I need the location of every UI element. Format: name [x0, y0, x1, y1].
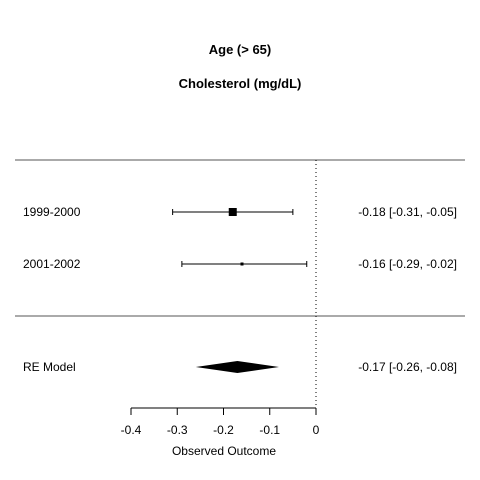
x-tick-label: -0.2	[213, 423, 234, 437]
summary-label: RE Model	[23, 360, 76, 374]
x-axis: -0.4 -0.3 -0.2 -0.1 0	[121, 407, 320, 437]
x-tick-label: 0	[313, 423, 320, 437]
study-point-estimate	[240, 262, 244, 266]
study-row-2: 2001-2002 -0.16 [-0.29, -0.02]	[23, 257, 457, 271]
x-tick-label: -0.3	[167, 423, 188, 437]
summary-estimate-text: -0.17 [-0.26, -0.08]	[358, 360, 457, 374]
x-tick-label: -0.1	[259, 423, 280, 437]
x-tick-label: -0.4	[121, 423, 142, 437]
study-row-1: 1999-2000 -0.18 [-0.31, -0.05]	[23, 205, 457, 219]
study-estimate-text: -0.18 [-0.31, -0.05]	[358, 205, 457, 219]
study-label: 1999-2000	[23, 205, 81, 219]
summary-row: RE Model -0.17 [-0.26, -0.08]	[23, 360, 457, 374]
chart-subtitle: Cholesterol (mg/dL)	[179, 76, 302, 91]
chart-title: Age (> 65)	[209, 42, 272, 57]
summary-diamond	[195, 361, 279, 373]
study-point-estimate	[228, 208, 237, 216]
x-axis-label: Observed Outcome	[172, 444, 276, 458]
study-rows: 1999-2000 -0.18 [-0.31, -0.05] 2001-2002 -0…	[23, 205, 457, 271]
study-estimate-text: -0.16 [-0.29, -0.02]	[358, 257, 457, 271]
study-label: 2001-2002	[23, 257, 81, 271]
